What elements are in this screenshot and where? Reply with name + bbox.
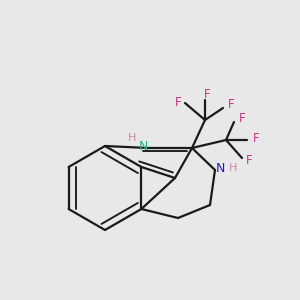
Text: F: F <box>253 133 259 146</box>
Text: F: F <box>239 112 245 125</box>
Text: F: F <box>228 98 234 112</box>
Text: F: F <box>175 95 181 109</box>
Text: N: N <box>138 140 148 152</box>
Text: F: F <box>204 88 210 101</box>
Text: H: H <box>128 133 136 143</box>
Text: N: N <box>215 161 225 175</box>
Text: F: F <box>246 154 252 167</box>
Text: H: H <box>229 163 237 173</box>
